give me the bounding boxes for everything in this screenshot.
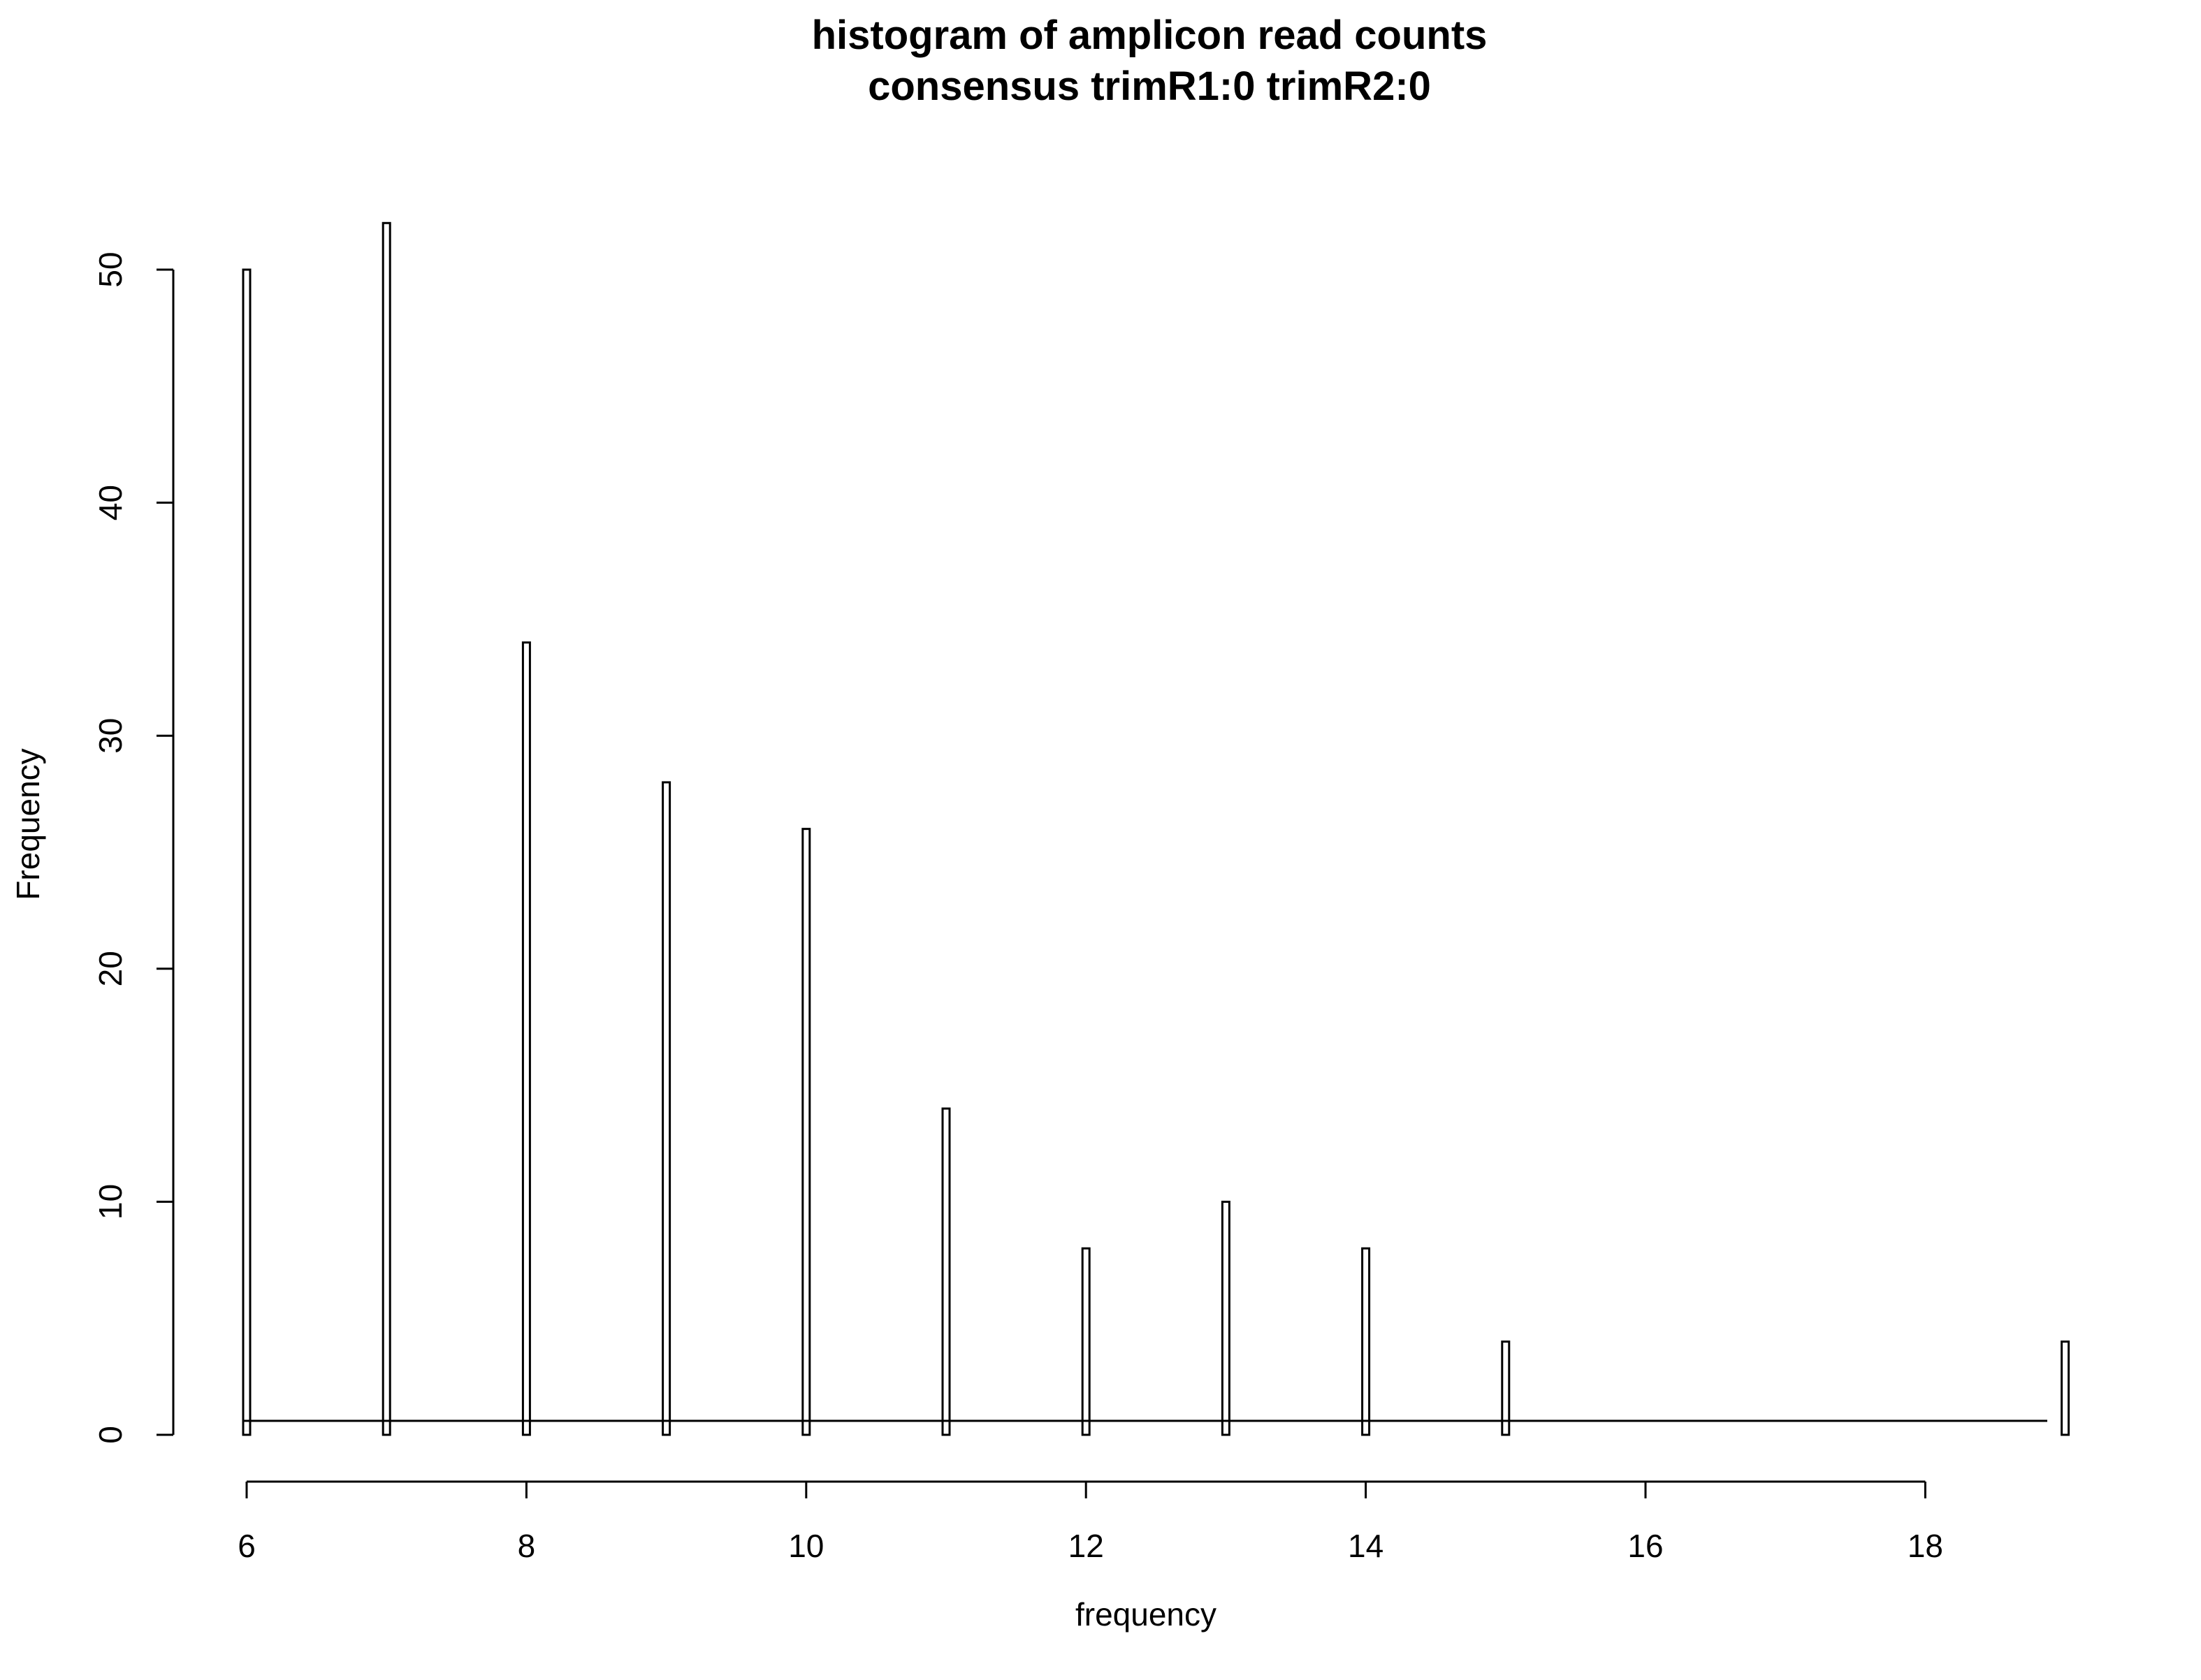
bars-layer bbox=[242, 221, 2070, 1436]
y-tick-label: 50 bbox=[92, 251, 129, 287]
histogram-bar bbox=[1501, 1341, 1511, 1436]
y-tick-label: 30 bbox=[92, 718, 129, 754]
y-tick-label: 10 bbox=[92, 1184, 129, 1220]
histogram-bar bbox=[941, 1107, 951, 1436]
histogram-bar bbox=[1081, 1247, 1091, 1436]
y-axis-label: Frequency bbox=[10, 748, 46, 900]
chart-title: histogram of amplicon read counts bbox=[812, 13, 1488, 58]
y-tick-label: 0 bbox=[92, 1426, 129, 1444]
x-tick-label: 14 bbox=[1348, 1528, 1383, 1564]
y-tick-label: 20 bbox=[92, 951, 129, 986]
x-tick-label: 8 bbox=[518, 1528, 536, 1564]
histogram-bar bbox=[242, 268, 252, 1436]
x-tick-label: 16 bbox=[1627, 1528, 1663, 1564]
x-tick-label: 18 bbox=[1908, 1528, 1943, 1564]
x-axis-label: frequency bbox=[1075, 1596, 1216, 1632]
y-tick-label: 40 bbox=[92, 485, 129, 520]
histogram-bar bbox=[662, 781, 671, 1436]
histogram-bar bbox=[1361, 1247, 1371, 1436]
histogram-bar bbox=[521, 641, 531, 1436]
histogram-bar bbox=[1221, 1200, 1230, 1436]
histogram-bar bbox=[801, 828, 811, 1436]
x-tick-label: 6 bbox=[238, 1528, 256, 1564]
y-axis: 0 10 20 30 40 50 bbox=[92, 251, 175, 1444]
chart-subtitle: consensus trimR1:0 trimR2:0 bbox=[868, 64, 1431, 109]
x-axis: 6 8 10 12 14 16 18 bbox=[238, 1480, 1943, 1564]
x-tick-label: 12 bbox=[1068, 1528, 1104, 1564]
x-tick-label: 10 bbox=[788, 1528, 824, 1564]
histogram-bar bbox=[2061, 1341, 2070, 1436]
histogram-bar bbox=[382, 221, 391, 1436]
